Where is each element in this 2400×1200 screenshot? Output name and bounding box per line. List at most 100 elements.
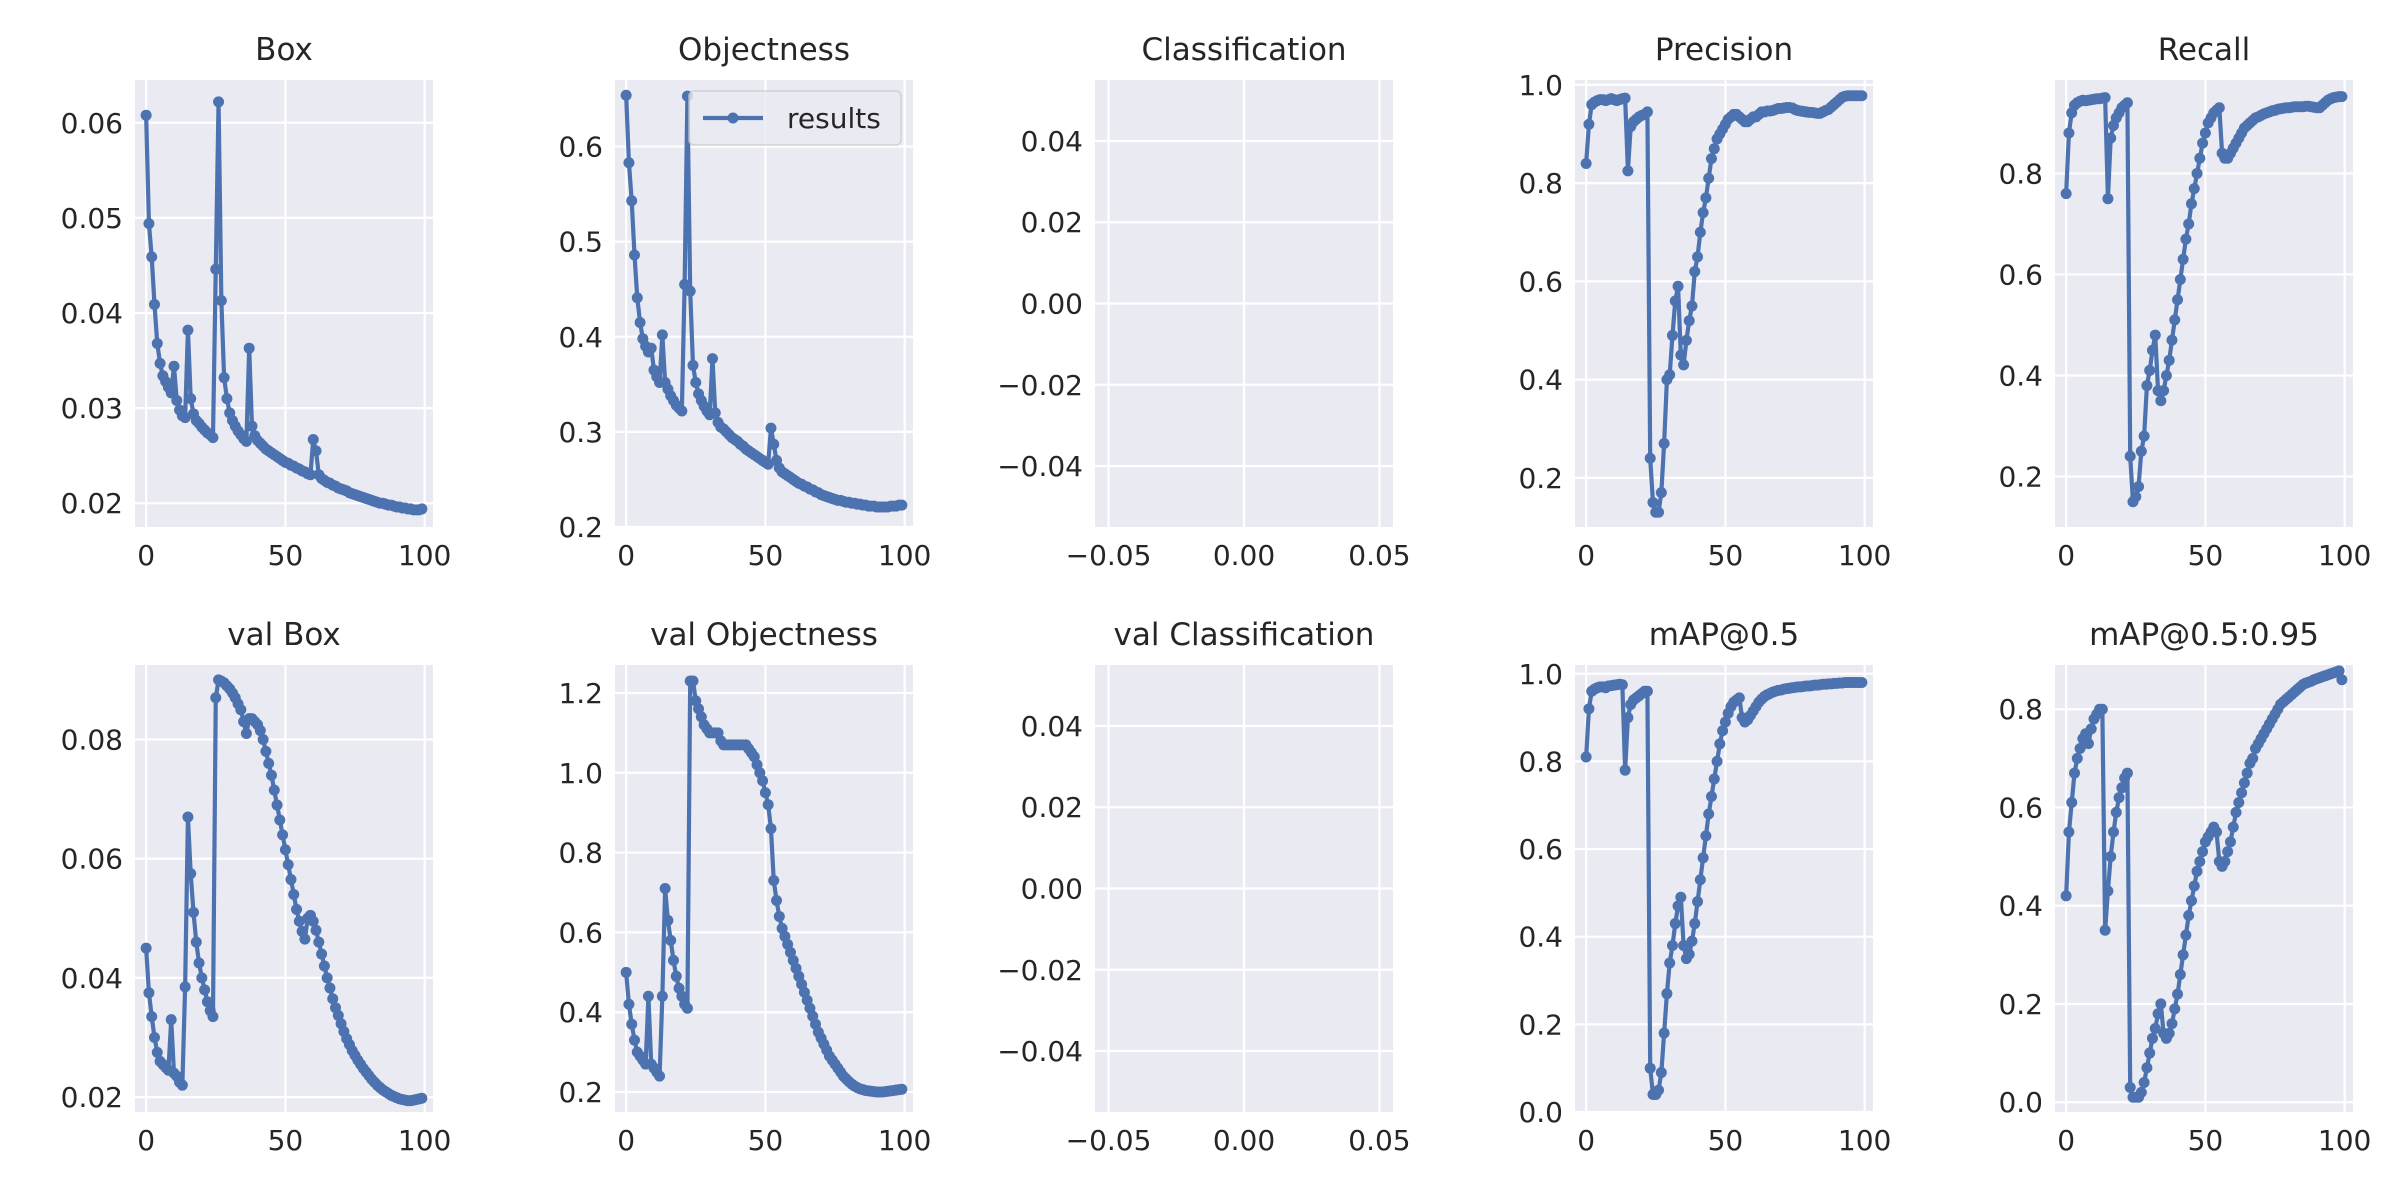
y-tick-label: −0.02 [997, 369, 1083, 402]
data-point [2183, 218, 2195, 230]
y-tick-label: 0.04 [1021, 125, 1083, 158]
data-point [1689, 266, 1701, 278]
data-point [1641, 685, 1653, 697]
data-point [201, 996, 213, 1008]
data-point [2102, 193, 2114, 205]
data-point [1711, 755, 1723, 767]
data-point [762, 799, 774, 811]
x-tick-label: −0.05 [1066, 1124, 1152, 1157]
y-tick-label: 0.02 [1021, 791, 1083, 824]
data-point [2174, 968, 2186, 980]
data-point [1666, 329, 1678, 341]
data-point [321, 972, 333, 984]
data-point [282, 859, 294, 871]
y-tick-label: 0.08 [61, 724, 123, 757]
data-point [299, 933, 311, 945]
data-point [2166, 334, 2178, 346]
data-point [2180, 929, 2192, 941]
data-point [628, 249, 640, 261]
y-tick-label: 0.6 [1998, 791, 2043, 824]
data-point [268, 784, 280, 796]
data-point [151, 337, 163, 349]
data-point [768, 438, 780, 450]
data-point [2124, 1081, 2136, 1093]
data-point [2163, 354, 2175, 366]
data-point [182, 811, 194, 823]
data-point [1655, 1067, 1667, 1079]
data-point [416, 1092, 428, 1104]
data-point [2068, 767, 2080, 779]
data-point [1653, 1084, 1665, 1096]
data-point [2180, 233, 2192, 245]
data-point [2211, 826, 2223, 838]
legend-label: results [787, 102, 881, 135]
subplot-val-box: 0 50 100 0.02 0.04 0.06 0.08 val Box [61, 617, 452, 1157]
data-point [1714, 738, 1726, 750]
data-point [1653, 506, 1665, 518]
data-point [684, 285, 696, 297]
data-point [1703, 172, 1715, 184]
x-tick-label: 100 [1838, 539, 1891, 572]
data-point [2144, 364, 2156, 376]
data-point [1664, 369, 1676, 381]
y-tick-label: 0.0 [1998, 1086, 2043, 1119]
data-point [1705, 790, 1717, 802]
data-point [2172, 988, 2184, 1000]
data-point [274, 814, 286, 826]
data-point [146, 1011, 158, 1023]
y-tick-label: −0.04 [997, 1035, 1083, 1068]
y-tick-label: 0.4 [558, 321, 603, 354]
data-point [2230, 806, 2242, 818]
y-tick-label: −0.04 [997, 450, 1083, 483]
data-point [187, 906, 199, 918]
data-point [1683, 315, 1695, 327]
data-point [193, 957, 205, 969]
subplot-map-0-5: 0 50 100 0.0 0.2 0.4 0.6 0.8 1.0 mAP@0.5 [1518, 617, 1891, 1157]
plot-area [135, 665, 433, 1112]
y-tick-label: 0.8 [1998, 157, 2043, 190]
data-point [2135, 445, 2147, 457]
data-point [2071, 752, 2083, 764]
data-point [277, 829, 289, 841]
y-tick-label: 0.00 [1021, 288, 1083, 321]
legend: results [688, 90, 902, 146]
data-point [768, 875, 780, 887]
data-point [896, 499, 908, 511]
data-point [2096, 703, 2108, 715]
x-tick-label: 0.05 [1348, 539, 1410, 572]
subplot-title: val Classification [1114, 617, 1375, 653]
data-point [1686, 935, 1698, 947]
data-point [324, 982, 336, 994]
data-point [2146, 1032, 2158, 1044]
data-point [1664, 957, 1676, 969]
data-point [2169, 1003, 2181, 1015]
data-point [1678, 359, 1690, 371]
data-point [1644, 1062, 1656, 1074]
data-point [316, 948, 328, 960]
subplot-precision: 0 50 100 0.2 0.4 0.6 0.8 1.0 Precision [1518, 32, 1891, 572]
data-point [1700, 192, 1712, 204]
legend-frame [688, 90, 902, 146]
x-tick-label: −0.05 [1066, 539, 1152, 572]
data-point [2336, 91, 2348, 103]
x-tick-label: 50 [2188, 539, 2224, 572]
data-point [665, 934, 677, 946]
data-point [687, 675, 699, 687]
data-point [757, 775, 769, 787]
y-tick-label: 1.0 [1518, 658, 1563, 691]
data-point [654, 1070, 666, 1082]
data-point [2141, 1062, 2153, 1074]
data-point [2085, 723, 2097, 735]
data-point [185, 868, 197, 880]
data-point [185, 393, 197, 405]
data-point [1669, 295, 1681, 307]
data-point [2133, 481, 2145, 493]
subplot-val-classification: −0.05 0.00 0.05 −0.04 −0.02 0.00 0.02 0.04 val C… [997, 617, 1410, 1157]
data-point [1703, 808, 1715, 820]
data-point [759, 787, 771, 799]
y-tick-label: 0.02 [61, 1081, 123, 1114]
data-point [1619, 92, 1631, 104]
subplot-title: Objectness [678, 32, 850, 68]
data-point [1669, 918, 1681, 930]
y-tick-label: 0.05 [61, 202, 123, 235]
